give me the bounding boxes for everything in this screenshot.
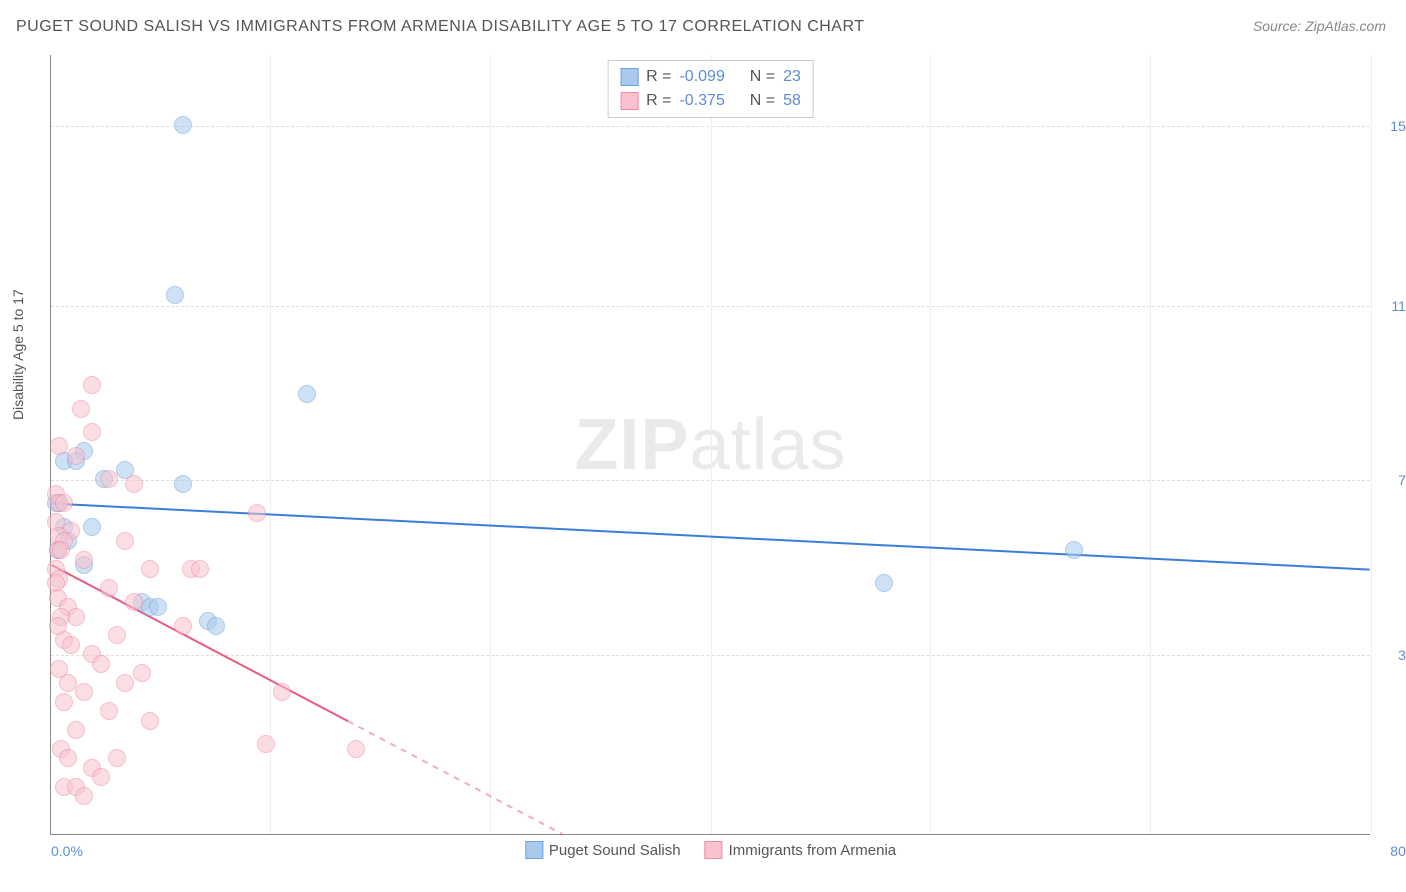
stats-row-series-1: R = -0.099 N = 23 bbox=[620, 65, 801, 89]
data-point bbox=[108, 626, 126, 644]
r-value-2: -0.375 bbox=[679, 89, 724, 113]
legend-swatch-2 bbox=[705, 841, 723, 859]
data-point bbox=[75, 551, 93, 569]
y-tick-label: 3.8% bbox=[1398, 647, 1406, 663]
data-point bbox=[174, 617, 192, 635]
chart-title: PUGET SOUND SALISH VS IMMIGRANTS FROM AR… bbox=[16, 18, 865, 36]
data-point bbox=[83, 423, 101, 441]
data-point bbox=[1065, 541, 1083, 559]
data-point bbox=[298, 385, 316, 403]
y-tick-label: 15.0% bbox=[1390, 118, 1406, 134]
data-point bbox=[248, 504, 266, 522]
data-point bbox=[92, 655, 110, 673]
swatch-series-1 bbox=[620, 68, 638, 86]
data-point bbox=[59, 749, 77, 767]
data-point bbox=[174, 116, 192, 134]
data-point bbox=[92, 768, 110, 786]
n-label: N = bbox=[750, 89, 775, 113]
source-attribution: Source: ZipAtlas.com bbox=[1253, 18, 1386, 34]
r-value-1: -0.099 bbox=[679, 65, 724, 89]
legend-item-2: Immigrants from Armenia bbox=[705, 841, 897, 859]
data-point bbox=[62, 636, 80, 654]
data-point bbox=[100, 470, 118, 488]
data-point bbox=[55, 693, 73, 711]
data-point bbox=[75, 683, 93, 701]
data-point bbox=[141, 560, 159, 578]
x-axis-max: 80.0% bbox=[1390, 843, 1406, 859]
data-point bbox=[207, 617, 225, 635]
chart-plot-area: ZIPatlas 3.8%7.5%11.2%15.0% R = -0.099 N… bbox=[50, 55, 1370, 835]
trend-lines bbox=[51, 55, 1370, 834]
stats-row-series-2: R = -0.375 N = 58 bbox=[620, 89, 801, 113]
n-value-1: 23 bbox=[783, 65, 801, 89]
data-point bbox=[141, 712, 159, 730]
correlation-stats-box: R = -0.099 N = 23 R = -0.375 N = 58 bbox=[607, 60, 814, 118]
data-point bbox=[67, 721, 85, 739]
data-point bbox=[50, 437, 68, 455]
legend-label-1: Puget Sound Salish bbox=[549, 842, 681, 859]
data-point bbox=[125, 593, 143, 611]
n-value-2: 58 bbox=[783, 89, 801, 113]
data-point bbox=[191, 560, 209, 578]
data-point bbox=[75, 787, 93, 805]
data-point bbox=[174, 475, 192, 493]
data-point bbox=[166, 286, 184, 304]
data-point bbox=[108, 749, 126, 767]
data-point bbox=[875, 574, 893, 592]
data-point bbox=[257, 735, 275, 753]
data-point bbox=[59, 674, 77, 692]
data-point bbox=[72, 400, 90, 418]
data-point bbox=[100, 702, 118, 720]
data-point bbox=[149, 598, 167, 616]
legend: Puget Sound Salish Immigrants from Armen… bbox=[525, 841, 896, 859]
data-point bbox=[49, 617, 67, 635]
data-point bbox=[273, 683, 291, 701]
data-point bbox=[347, 740, 365, 758]
data-point bbox=[125, 475, 143, 493]
swatch-series-2 bbox=[620, 92, 638, 110]
data-point bbox=[67, 447, 85, 465]
data-point bbox=[116, 532, 134, 550]
data-point bbox=[83, 376, 101, 394]
legend-swatch-1 bbox=[525, 841, 543, 859]
data-point bbox=[100, 579, 118, 597]
legend-label-2: Immigrants from Armenia bbox=[729, 842, 897, 859]
x-axis-min: 0.0% bbox=[51, 843, 83, 859]
y-axis-label: Disability Age 5 to 17 bbox=[10, 289, 26, 420]
r-label: R = bbox=[646, 65, 671, 89]
n-label: N = bbox=[750, 65, 775, 89]
data-point bbox=[52, 541, 70, 559]
data-point bbox=[133, 664, 151, 682]
y-tick-label: 7.5% bbox=[1398, 472, 1406, 488]
r-label: R = bbox=[646, 89, 671, 113]
data-point bbox=[116, 674, 134, 692]
data-point bbox=[83, 518, 101, 536]
data-point bbox=[55, 494, 73, 512]
y-tick-label: 11.2% bbox=[1391, 298, 1406, 314]
legend-item-1: Puget Sound Salish bbox=[525, 841, 681, 859]
